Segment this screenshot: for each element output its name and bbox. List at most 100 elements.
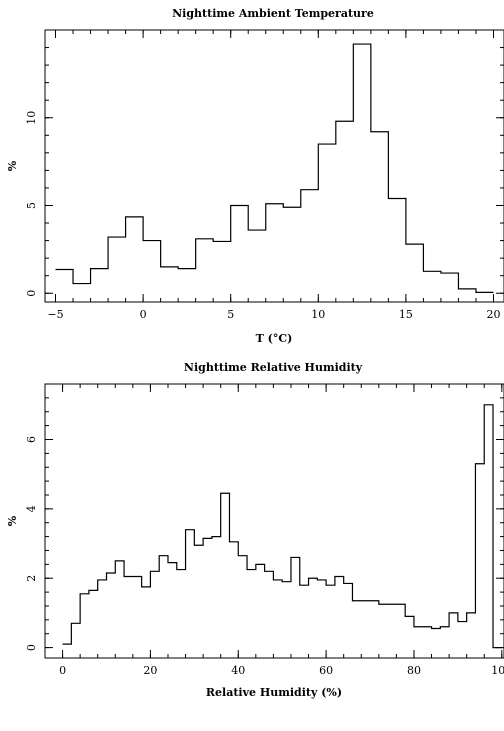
- temperature-y-tick-label: 0: [25, 290, 38, 297]
- humidity-bin-48: [484, 405, 493, 648]
- humidity-x-tick-label: 100: [491, 664, 504, 677]
- temperature-bin-17: [353, 44, 371, 293]
- temperature-tick-labels: −5 0 5 10 15 20 0 5 10: [25, 111, 500, 321]
- temperature-bin-24: [476, 292, 494, 293]
- humidity-bin-36: [379, 604, 388, 647]
- humidity-bin-10: [150, 571, 159, 647]
- temperature-panel: Nighttime Ambient Temperature −5 0 5 10 15 20…: [6, 7, 504, 345]
- temperature-bin-11: [248, 230, 266, 293]
- temperature-bin-16: [336, 121, 354, 293]
- humidity-bin-47: [475, 464, 484, 648]
- humidity-bin-16: [203, 538, 212, 647]
- humidity-bin-1: [71, 623, 80, 647]
- temperature-bin-23: [458, 289, 476, 293]
- humidity-x-tick-label: 20: [143, 664, 157, 677]
- temperature-x-tick-label: 20: [486, 308, 500, 321]
- temperature-histogram-line: [55, 43, 494, 293]
- humidity-bin-42: [432, 629, 441, 648]
- humidity-bin-7: [124, 576, 133, 647]
- temperature-y-tick-label: 5: [25, 202, 38, 209]
- temperature-x-tick-label: 0: [140, 308, 147, 321]
- humidity-bin-40: [414, 627, 423, 648]
- humidity-bin-43: [440, 627, 449, 648]
- humidity-panel: Nighttime Relative Humidity 0 20 40 60 80 10 0…: [6, 361, 504, 699]
- temperature-bin-18: [371, 132, 389, 293]
- humidity-bin-2: [80, 594, 89, 648]
- temperature-x-tick-label: 5: [227, 308, 234, 321]
- temperature-bin-0: [56, 270, 74, 294]
- humidity-bin-34: [361, 601, 370, 648]
- humidity-bin-25: [282, 582, 291, 648]
- humidity-bin-11: [159, 556, 168, 648]
- humidity-bin-29: [317, 580, 326, 648]
- temperature-y-tick-label: 10: [25, 111, 38, 125]
- humidity-bin-17: [212, 537, 221, 648]
- humidity-bin-19: [229, 542, 238, 648]
- humidity-bin-21: [247, 570, 256, 648]
- humidity-bin-31: [335, 576, 344, 647]
- temperature-x-tick-label: 10: [311, 308, 325, 321]
- humidity-bin-14: [186, 530, 195, 648]
- humidity-bin-27: [300, 585, 309, 647]
- humidity-chart-title: Nighttime Relative Humidity: [184, 361, 363, 374]
- humidity-bin-23: [265, 571, 274, 647]
- humidity-bin-44: [449, 613, 458, 648]
- temperature-bin-22: [441, 273, 459, 293]
- humidity-bin-0: [63, 644, 72, 647]
- humidity-bin-6: [115, 561, 124, 648]
- humidity-y-tick-label: 6: [25, 436, 38, 443]
- humidity-x-tick-label: 60: [319, 664, 333, 677]
- temperature-bin-9: [213, 241, 231, 293]
- humidity-bin-28: [309, 578, 318, 647]
- humidity-x-tick-label: 0: [59, 664, 66, 677]
- temperature-bin-14: [301, 190, 319, 294]
- humidity-y-tick-label: 0: [25, 644, 38, 651]
- temperature-chart-title: Nighttime Ambient Temperature: [172, 7, 374, 20]
- humidity-bin-32: [344, 583, 353, 647]
- humidity-x-axis-label: Relative Humidity (%): [206, 686, 342, 699]
- humidity-bin-30: [326, 585, 335, 647]
- temperature-ticks: [45, 29, 504, 302]
- temperature-bin-3: [108, 237, 126, 293]
- temperature-bin-4: [126, 217, 144, 293]
- temperature-bin-6: [161, 267, 179, 293]
- temperature-bin-5: [143, 241, 161, 294]
- temperature-bin-21: [423, 271, 441, 293]
- humidity-ticks: [44, 383, 504, 658]
- humidity-bin-38: [396, 604, 405, 647]
- humidity-bin-3: [89, 590, 98, 647]
- temperature-bin-7: [178, 269, 196, 294]
- humidity-y-tick-label: 2: [25, 575, 38, 582]
- humidity-x-tick-label: 80: [407, 664, 421, 677]
- humidity-histogram-line: [62, 404, 502, 649]
- humidity-tick-labels: 0 20 40 60 80 100 0 2 4 6: [25, 436, 504, 677]
- humidity-bin-35: [370, 601, 379, 648]
- temperature-x-tick-label: 15: [399, 308, 413, 321]
- temperature-bin-1: [73, 284, 91, 294]
- humidity-x-tick-label: 40: [231, 664, 245, 677]
- temperature-bins: [56, 44, 494, 293]
- humidity-bin-46: [467, 613, 476, 648]
- humidity-bin-45: [458, 622, 467, 648]
- humidity-bin-18: [221, 493, 230, 647]
- humidity-bin-9: [142, 587, 151, 648]
- temperature-bin-10: [231, 205, 249, 293]
- temperature-bin-19: [388, 198, 406, 293]
- temperature-bin-15: [318, 144, 336, 293]
- temperature-plot-frame: [44, 29, 504, 303]
- humidity-bin-13: [177, 570, 186, 648]
- humidity-bin-41: [423, 627, 432, 648]
- temperature-y-axis-label: %: [6, 160, 19, 171]
- humidity-bin-39: [405, 616, 414, 647]
- humidity-y-tick-label: 4: [25, 505, 38, 512]
- humidity-bin-22: [256, 564, 265, 647]
- humidity-plot-frame: [44, 383, 504, 659]
- temperature-bin-2: [91, 269, 109, 294]
- humidity-bin-24: [273, 580, 282, 648]
- humidity-bin-4: [98, 580, 107, 648]
- temperature-x-axis-label: T (°C): [256, 332, 293, 345]
- humidity-bin-15: [194, 545, 203, 647]
- temperature-bin-8: [196, 239, 214, 293]
- humidity-bin-33: [352, 601, 361, 648]
- temperature-bin-20: [406, 244, 424, 293]
